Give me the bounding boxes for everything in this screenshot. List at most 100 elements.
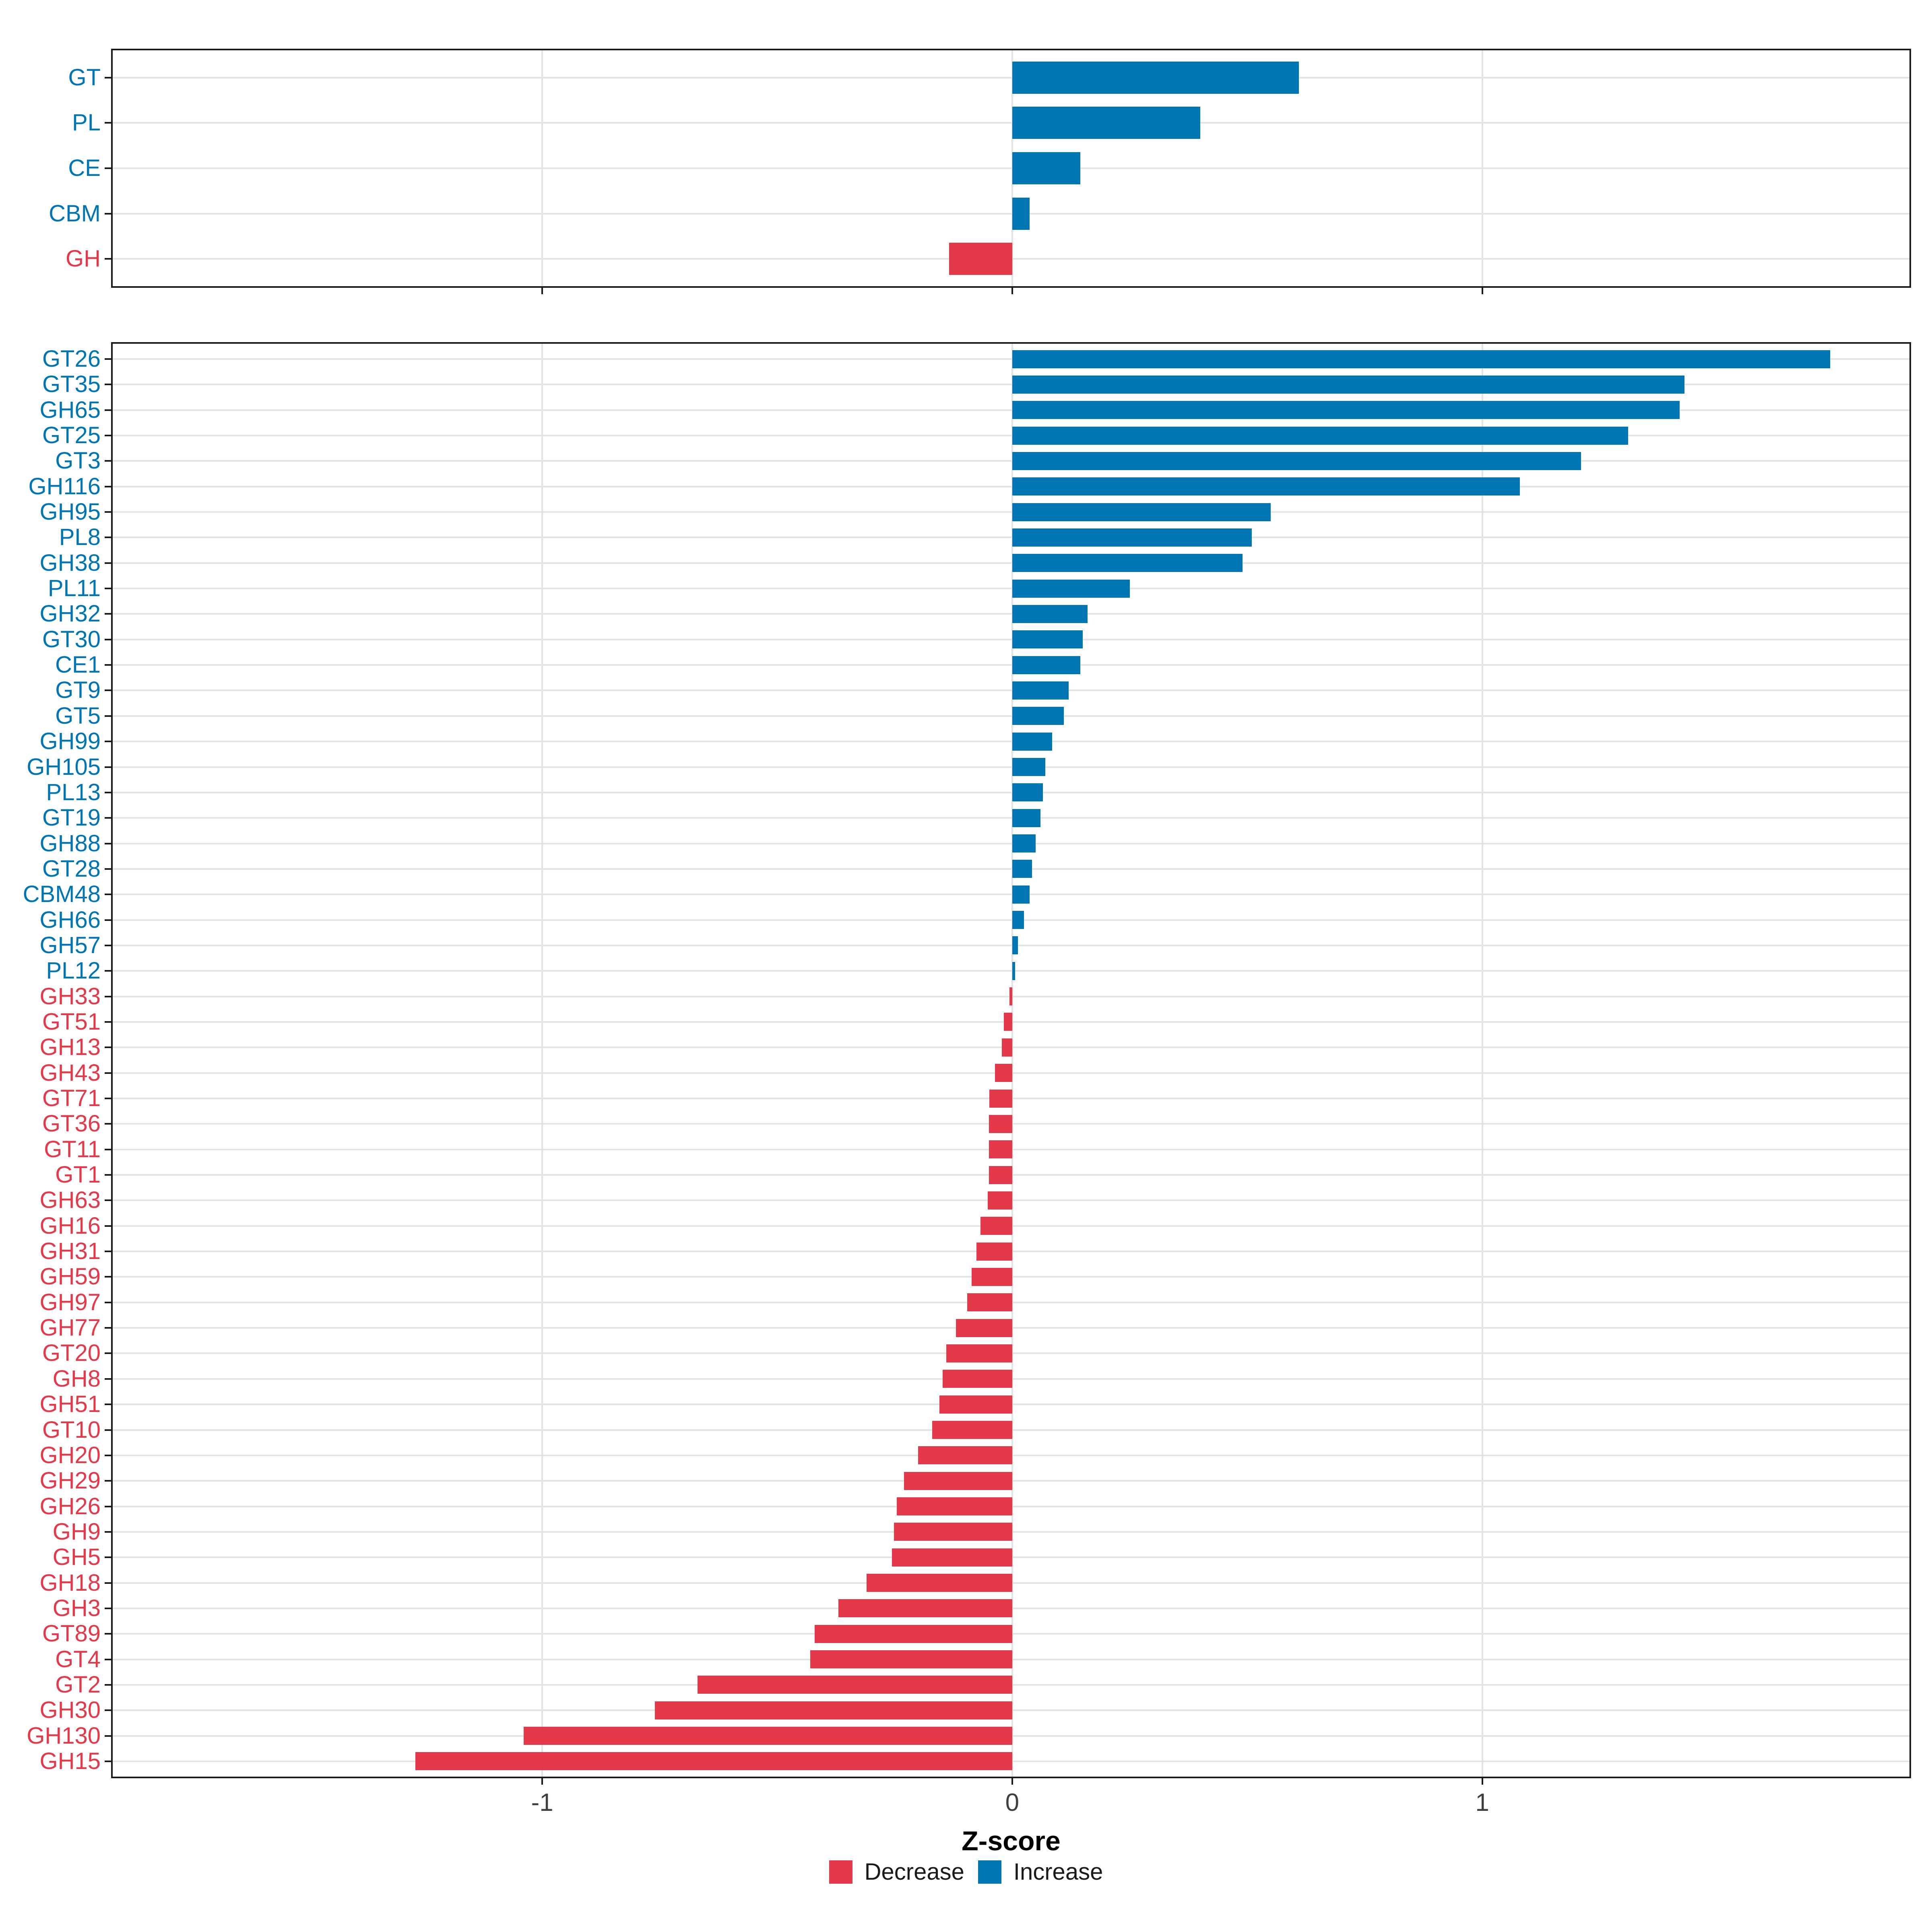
bar-GT51 bbox=[1003, 1013, 1012, 1031]
y-axis-tick-CBM48 bbox=[105, 894, 111, 896]
y-axis-tick-GT19 bbox=[105, 817, 111, 819]
y-axis-label-GH: GH bbox=[66, 246, 101, 272]
y-axis-label-GH20: GH20 bbox=[39, 1442, 101, 1468]
bar-GH105 bbox=[1012, 758, 1045, 776]
y-axis-label-GH66: GH66 bbox=[39, 906, 101, 933]
y-axis-label-GT89: GT89 bbox=[42, 1620, 101, 1647]
gridline-row-GH116 bbox=[113, 485, 1909, 487]
bar-GH9 bbox=[894, 1523, 1012, 1541]
x-axis-tick-1 bbox=[1481, 1778, 1483, 1785]
y-axis-label-GT25: GT25 bbox=[42, 422, 101, 449]
y-axis-label-GT2: GT2 bbox=[55, 1671, 101, 1698]
legend-key-decrease-swatch bbox=[829, 1860, 852, 1884]
gridline-row-GT30 bbox=[113, 638, 1909, 640]
main-panel bbox=[111, 342, 1911, 1778]
bar-GT71 bbox=[989, 1089, 1012, 1108]
y-axis-label-GH29: GH29 bbox=[39, 1468, 101, 1494]
y-axis-tick-GH43 bbox=[105, 1072, 111, 1074]
y-axis-tick-GT4 bbox=[105, 1658, 111, 1660]
gridline-row-GH105 bbox=[113, 766, 1909, 768]
y-axis-tick-GT71 bbox=[105, 1098, 111, 1100]
y-axis-label-GH116: GH116 bbox=[28, 473, 101, 500]
x-axis-tick-label-1: 1 bbox=[1475, 1789, 1489, 1816]
bar-GH5 bbox=[892, 1548, 1012, 1567]
bar-GH99 bbox=[1012, 732, 1053, 751]
y-axis-tick-GH77 bbox=[105, 1327, 111, 1329]
y-axis-label-GH99: GH99 bbox=[39, 728, 101, 755]
gridline-row-GH32 bbox=[113, 613, 1909, 615]
bar-CE1 bbox=[1012, 656, 1081, 674]
gridline-row-CBM48 bbox=[113, 894, 1909, 896]
gridline-row-PL8 bbox=[113, 537, 1909, 539]
y-axis-label-GT20: GT20 bbox=[42, 1340, 101, 1366]
y-axis-label-PL13: PL13 bbox=[46, 779, 101, 805]
x-axis-tick-0 bbox=[1011, 1778, 1013, 1785]
bar-GH18 bbox=[866, 1574, 1012, 1592]
y-axis-tick-GH15 bbox=[105, 1760, 111, 1762]
bar-GH66 bbox=[1012, 911, 1024, 929]
gridline-row-GH38 bbox=[113, 562, 1909, 564]
bar-GH bbox=[949, 243, 1012, 275]
y-axis-label-GH13: GH13 bbox=[39, 1034, 101, 1061]
bar-GT11 bbox=[989, 1140, 1012, 1159]
y-axis-tick-GH18 bbox=[105, 1582, 111, 1584]
y-axis-label-CBM48: CBM48 bbox=[23, 881, 101, 908]
gridline-row-GT3 bbox=[113, 460, 1909, 462]
gridline-row-GT26 bbox=[113, 358, 1909, 360]
y-axis-label-PL12: PL12 bbox=[46, 958, 101, 984]
bar-GT bbox=[1012, 61, 1299, 94]
gridline-row-GT19 bbox=[113, 817, 1909, 819]
y-axis-label-GH63: GH63 bbox=[39, 1187, 101, 1214]
legend-item-decrease: Decrease bbox=[829, 1860, 964, 1884]
y-axis-label-GH33: GH33 bbox=[39, 983, 101, 1009]
y-axis-tick-GT30 bbox=[105, 638, 111, 640]
y-axis-tick-GH97 bbox=[105, 1301, 111, 1303]
bar-GH33 bbox=[1009, 987, 1012, 1006]
bar-GH8 bbox=[943, 1370, 1012, 1388]
y-axis-label-GT51: GT51 bbox=[42, 1008, 101, 1035]
y-axis-tick-GT26 bbox=[105, 358, 111, 360]
bar-GH51 bbox=[939, 1395, 1012, 1414]
y-axis-tick-GH59 bbox=[105, 1276, 111, 1278]
y-axis-label-CE: CE bbox=[68, 155, 101, 181]
y-axis-label-GH18: GH18 bbox=[39, 1569, 101, 1596]
bar-GH16 bbox=[980, 1217, 1012, 1235]
y-axis-label-GH130: GH130 bbox=[27, 1722, 101, 1749]
bar-PL8 bbox=[1012, 528, 1252, 547]
bar-GT25 bbox=[1012, 426, 1628, 445]
y-axis-label-GH38: GH38 bbox=[39, 549, 101, 576]
y-axis-label-GT35: GT35 bbox=[42, 371, 101, 398]
y-axis-label-GH65: GH65 bbox=[39, 396, 101, 423]
x-axis-tick--1 bbox=[541, 288, 543, 294]
gridline-row-PL bbox=[113, 122, 1909, 124]
y-axis-tick-GH16 bbox=[105, 1225, 111, 1227]
gridline-row-GH57 bbox=[113, 944, 1909, 946]
bar-GH95 bbox=[1012, 503, 1271, 521]
x-axis-tick-label--1: -1 bbox=[531, 1789, 553, 1816]
bar-CBM bbox=[1012, 197, 1030, 230]
y-axis-tick-GT89 bbox=[105, 1633, 111, 1635]
bar-GH43 bbox=[995, 1064, 1012, 1082]
y-axis-tick-GH bbox=[105, 258, 111, 260]
y-axis-label-GH30: GH30 bbox=[39, 1697, 101, 1724]
y-axis-tick-CE1 bbox=[105, 664, 111, 666]
y-axis-label-GH26: GH26 bbox=[39, 1493, 101, 1519]
bar-PL13 bbox=[1012, 783, 1043, 802]
bar-PL12 bbox=[1012, 962, 1015, 980]
y-axis-tick-GH32 bbox=[105, 613, 111, 615]
gridline-row-GT35 bbox=[113, 384, 1909, 386]
y-axis-label-GT10: GT10 bbox=[42, 1416, 101, 1443]
y-axis-tick-GH13 bbox=[105, 1046, 111, 1049]
bar-GT35 bbox=[1012, 375, 1684, 394]
y-axis-label-PL11: PL11 bbox=[47, 575, 101, 602]
y-axis-label-GH3: GH3 bbox=[52, 1595, 101, 1621]
y-axis-label-GT71: GT71 bbox=[42, 1085, 101, 1112]
gridline-row-PL12 bbox=[113, 970, 1909, 972]
bar-GT89 bbox=[815, 1624, 1012, 1643]
y-axis-label-PL8: PL8 bbox=[59, 524, 101, 551]
gridline-row-GT25 bbox=[113, 435, 1909, 437]
y-axis-label-GH51: GH51 bbox=[39, 1391, 101, 1418]
legend: Decrease Increase bbox=[0, 1860, 1932, 1884]
bar-GT28 bbox=[1012, 860, 1032, 878]
y-axis-label-GH97: GH97 bbox=[39, 1289, 101, 1315]
